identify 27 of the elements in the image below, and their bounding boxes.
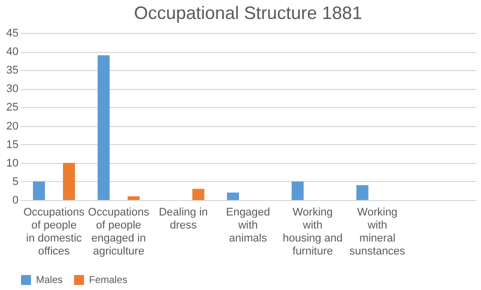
y-tick-label: 30 <box>6 83 18 96</box>
x-tick-label: Dealing in dress <box>158 206 208 232</box>
y-tick-label: 0 <box>12 194 18 206</box>
bar <box>128 196 140 200</box>
y-tick-label: 45 <box>6 28 18 40</box>
legend-label: Females <box>89 275 128 286</box>
bar <box>62 162 75 200</box>
bar <box>292 181 304 200</box>
bar <box>356 185 368 200</box>
bar <box>98 55 110 200</box>
bar <box>226 192 239 200</box>
y-tick-label: 5 <box>12 176 18 188</box>
y-tick-label: 15 <box>6 138 18 151</box>
x-tick-label: Working with mineral sunstances <box>350 206 406 258</box>
y-tick-label: 40 <box>6 46 18 58</box>
chart-title: Occupational Structure 1881 <box>134 3 362 23</box>
x-tick-label: Engaged with animals <box>226 206 270 244</box>
x-tick-label: Working with housing and furniture <box>282 206 343 258</box>
y-tick-label: 25 <box>6 102 18 114</box>
bar <box>192 188 204 200</box>
legend-label: Males <box>36 275 63 286</box>
y-tick-label: 20 <box>6 120 18 132</box>
x-tick-label: Occupations of people engaged in agriculture <box>88 206 150 258</box>
bar <box>32 181 45 200</box>
y-tick-label: 10 <box>6 157 18 170</box>
x-tick-label: Occupations of people in domestic offices <box>23 206 86 258</box>
y-tick-label: 35 <box>6 64 18 77</box>
